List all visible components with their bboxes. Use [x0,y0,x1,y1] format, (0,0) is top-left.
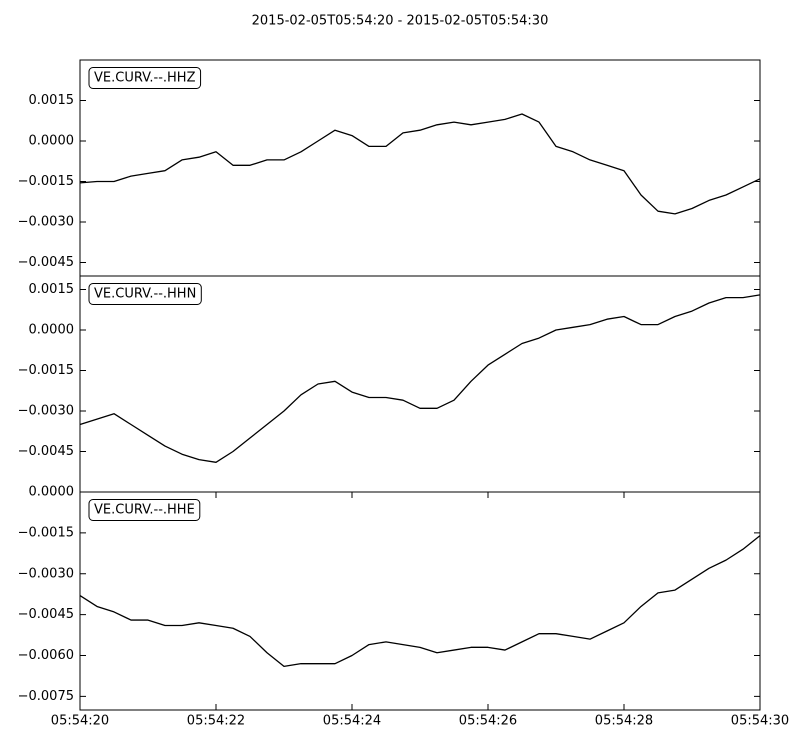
y-tick-label: 0.0000 [29,485,75,500]
y-tick-label: −0.0015 [18,363,74,378]
trace-line [79,113,761,215]
x-tick-label: 05:54:20 [51,714,109,729]
legend-box [88,283,202,305]
y-tick-label: −0.0015 [18,174,74,189]
y-tick-label: 0.0015 [29,282,75,297]
y-tick-label: −0.0060 [18,648,74,663]
legend-label: VE.CURV.--.HHZ [94,71,196,86]
y-tick-label: 0.0015 [29,93,75,108]
x-tick-label: 05:54:30 [731,714,789,729]
y-tick-label: −0.0045 [18,607,74,622]
y-tick-label: −0.0045 [18,255,74,270]
legend-label: VE.CURV.--.HHE [94,503,195,518]
y-tick-label: −0.0030 [18,404,74,419]
trace-line [79,294,761,463]
y-tick-label: −0.0030 [18,215,74,230]
y-tick-label: −0.0045 [18,444,74,459]
y-tick-label: 0.0000 [29,134,75,149]
legend-box [88,499,201,521]
x-tick-label: 05:54:22 [187,714,245,729]
y-tick-label: −0.0015 [18,525,74,540]
y-tick-label: 0.0000 [29,323,75,338]
legend-label: VE.CURV.--.HHN [94,287,196,302]
x-tick-label: 05:54:28 [595,714,653,729]
y-tick-label: −0.0075 [18,689,74,704]
trace-line [79,535,761,668]
chart-title: 2015-02-05T05:54:20 - 2015-02-05T05:54:3… [252,14,549,29]
y-tick-label: −0.0030 [18,566,74,581]
x-tick-label: 05:54:24 [323,714,381,729]
x-tick-label: 05:54:26 [459,714,517,729]
legend-box [88,67,202,89]
axes-frame [79,491,761,711]
